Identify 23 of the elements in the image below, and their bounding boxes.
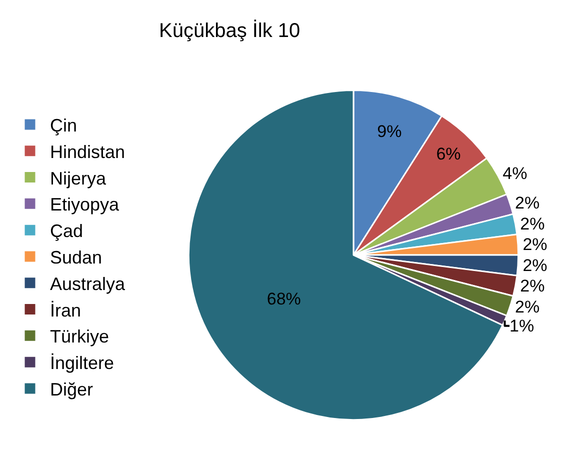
data-label: 2% bbox=[520, 276, 545, 296]
legend-label: Sudan bbox=[50, 248, 102, 268]
data-label: 9% bbox=[377, 122, 402, 141]
legend-label: Nijerya bbox=[50, 168, 107, 188]
data-label: 2% bbox=[514, 194, 540, 213]
data-label: 68% bbox=[266, 290, 301, 309]
data-label: 2% bbox=[514, 297, 540, 316]
legend-label: İran bbox=[50, 300, 82, 320]
legend-label: Hindistan bbox=[50, 142, 126, 162]
data-label: 6% bbox=[436, 144, 461, 164]
legend-label: İngiltere bbox=[50, 353, 114, 374]
legend-label: Australya bbox=[50, 274, 126, 294]
data-label: 4% bbox=[502, 164, 528, 183]
legend-label: Diğer bbox=[50, 380, 94, 400]
legend-label: Etiyopya bbox=[50, 194, 120, 215]
data-label: 2% bbox=[522, 256, 548, 275]
data-label: 1% bbox=[509, 316, 534, 336]
legend-label: Çin bbox=[50, 116, 78, 136]
chart-title: Küçükbaş İlk 10 bbox=[159, 19, 300, 42]
data-label: 2% bbox=[520, 214, 545, 234]
legend-label: Türkiye bbox=[50, 326, 110, 347]
legend-label: Çad bbox=[50, 221, 84, 242]
data-label: 2% bbox=[522, 235, 548, 254]
